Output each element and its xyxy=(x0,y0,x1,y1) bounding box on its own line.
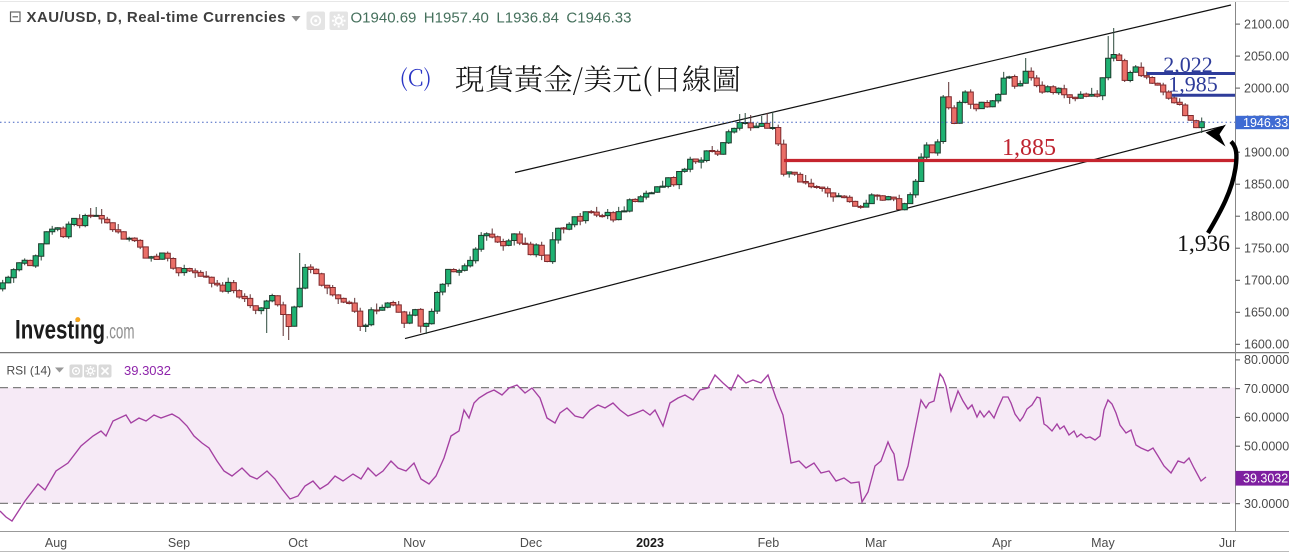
svg-text:1946.33: 1946.33 xyxy=(1243,116,1288,130)
svg-text:2023: 2023 xyxy=(636,536,664,550)
svg-text:1650.00: 1650.00 xyxy=(1244,306,1289,320)
svg-text:30.0000: 30.0000 xyxy=(1244,497,1289,511)
svg-text:39.3032: 39.3032 xyxy=(1243,472,1288,486)
svg-text:1,985: 1,985 xyxy=(1168,72,1218,97)
svg-text:2100.00: 2100.00 xyxy=(1244,17,1289,31)
svg-text:Apr: Apr xyxy=(992,536,1011,550)
svg-text:Oct: Oct xyxy=(288,536,308,550)
svg-text:70.0000: 70.0000 xyxy=(1244,382,1289,396)
svg-text:Aug: Aug xyxy=(45,536,67,550)
svg-text:1900.00: 1900.00 xyxy=(1244,146,1289,160)
svg-text:C1946.33: C1946.33 xyxy=(566,10,631,27)
svg-text:Investing: Investing xyxy=(15,315,105,345)
svg-text:RSI (14): RSI (14) xyxy=(7,364,52,378)
svg-text:Nov: Nov xyxy=(403,536,426,550)
svg-text:Feb: Feb xyxy=(758,536,780,550)
svg-text:XAU/USD, D, Real-time Currenci: XAU/USD, D, Real-time Currencies xyxy=(27,9,286,26)
svg-text:1,936: 1,936 xyxy=(1177,231,1230,257)
svg-text:60.0000: 60.0000 xyxy=(1244,411,1289,425)
svg-text:2050.00: 2050.00 xyxy=(1244,49,1289,63)
svg-text:2000.00: 2000.00 xyxy=(1244,81,1289,95)
svg-text:Sep: Sep xyxy=(168,536,190,550)
svg-text:Mar: Mar xyxy=(865,536,887,550)
svg-text:39.3032: 39.3032 xyxy=(124,363,171,378)
svg-text:80.0000: 80.0000 xyxy=(1244,353,1289,367)
svg-text:.com: .com xyxy=(106,321,135,344)
svg-text:1700.00: 1700.00 xyxy=(1244,274,1289,288)
svg-text:1850.00: 1850.00 xyxy=(1244,178,1289,192)
svg-text:1800.00: 1800.00 xyxy=(1244,210,1289,224)
svg-text:Dec: Dec xyxy=(520,536,542,550)
svg-text:1750.00: 1750.00 xyxy=(1244,242,1289,256)
svg-text:O1940.69: O1940.69 xyxy=(351,10,417,27)
svg-text:H1957.40: H1957.40 xyxy=(424,10,489,27)
svg-text:1600.00: 1600.00 xyxy=(1244,338,1289,352)
svg-text:50.0000: 50.0000 xyxy=(1244,440,1289,454)
svg-text:May: May xyxy=(1091,536,1115,550)
svg-text:L1936.84: L1936.84 xyxy=(496,10,559,27)
svg-text:1,885: 1,885 xyxy=(1002,135,1056,161)
